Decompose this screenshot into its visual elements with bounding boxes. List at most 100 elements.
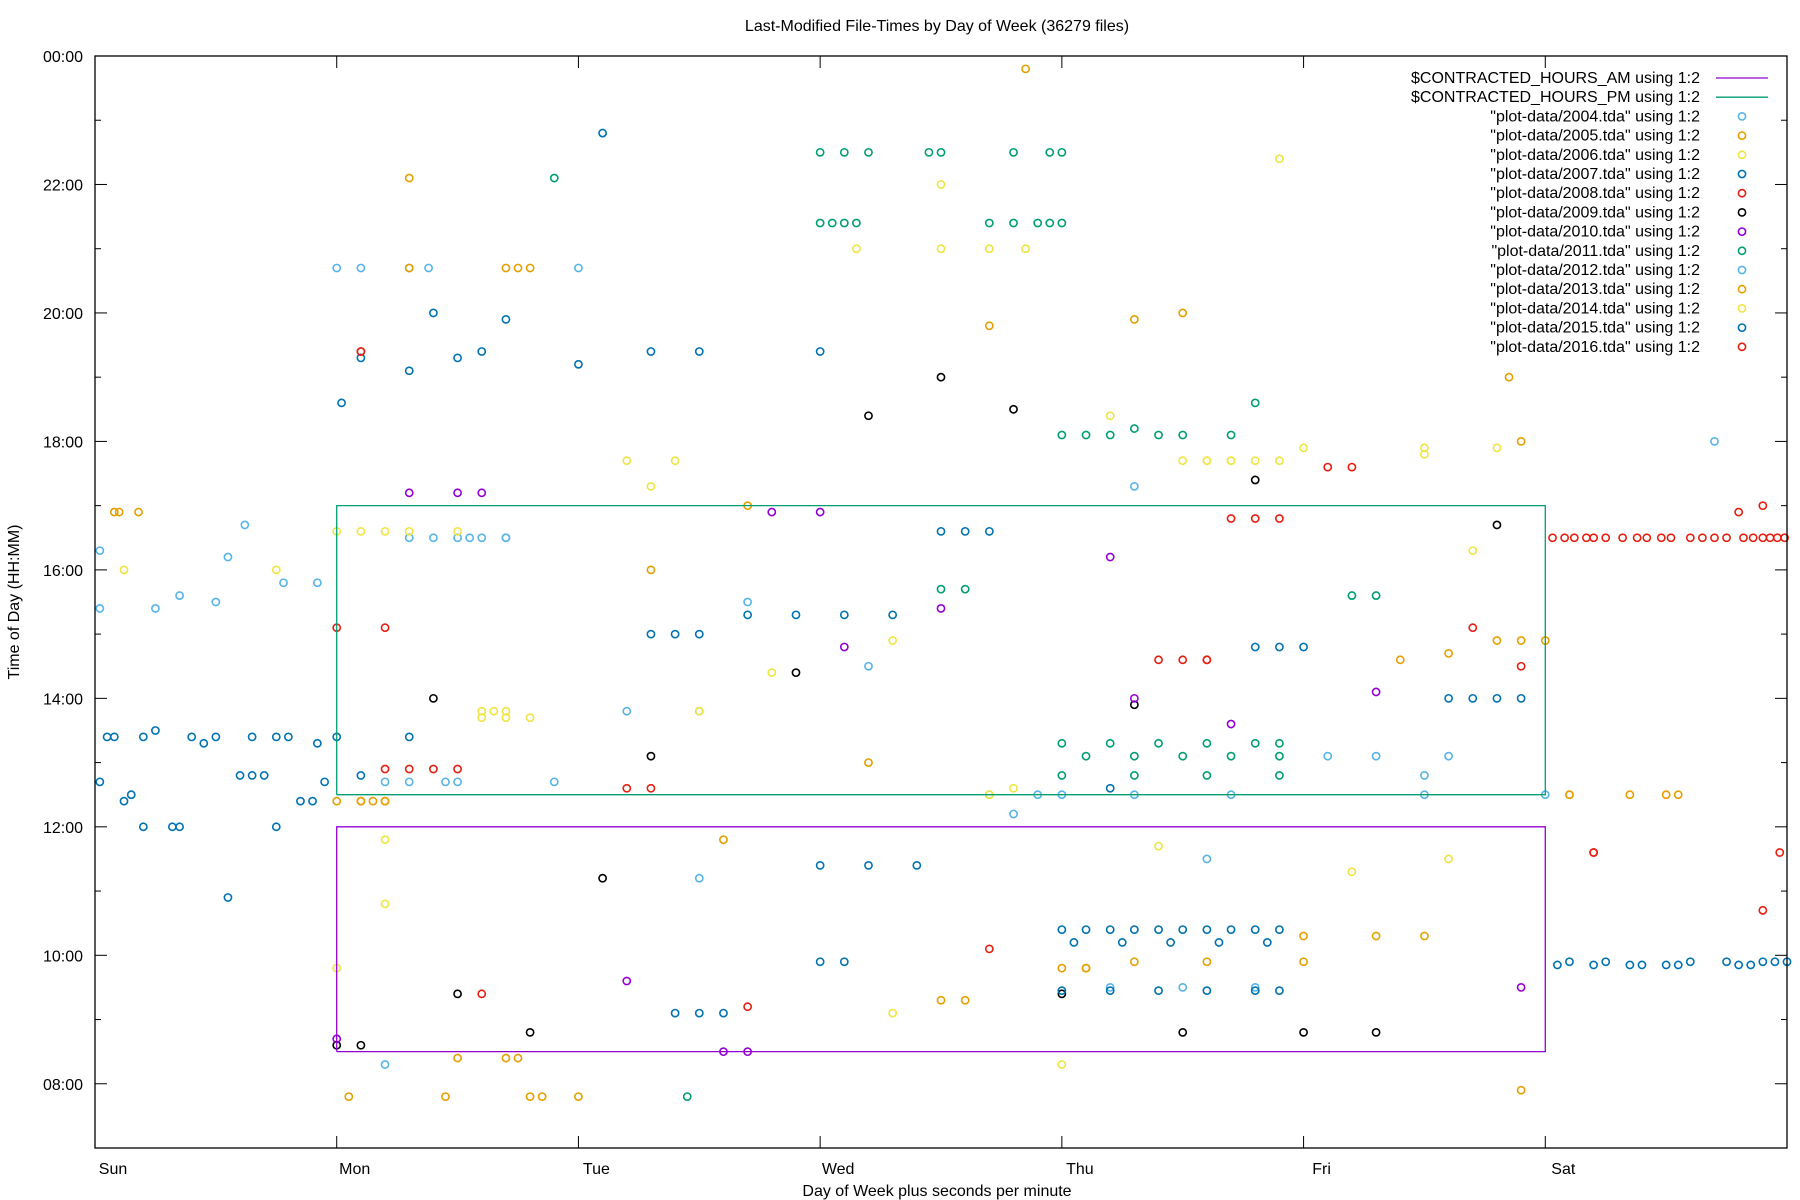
data-point [864, 860, 873, 870]
data-point [1275, 771, 1284, 780]
data-point [453, 777, 462, 787]
data-point [1057, 986, 1067, 996]
data-point [247, 732, 257, 742]
data-point [1371, 751, 1381, 761]
data-point [1045, 147, 1055, 157]
data-point [1275, 738, 1284, 748]
data-point [1250, 514, 1260, 523]
data-point [1371, 591, 1381, 600]
data-point [1780, 533, 1789, 543]
data-point [1275, 751, 1284, 761]
data-point [694, 873, 704, 883]
data-point [670, 456, 680, 466]
data-point [1656, 533, 1666, 543]
data-point [1492, 693, 1502, 703]
data-point [404, 263, 414, 273]
data-point [864, 661, 873, 671]
x-axis-label: Day of Week plus seconds per minute [802, 1183, 1071, 1200]
data-point [1632, 533, 1642, 543]
data-point [1516, 437, 1526, 446]
data-point [670, 1008, 680, 1018]
data-point [175, 591, 184, 600]
data-point [1560, 533, 1570, 543]
data-point [1516, 693, 1526, 703]
data-point [1129, 424, 1139, 433]
legend-label: "plot-data/2015.tda" using 1:2 [1490, 320, 1700, 337]
data-point [1202, 925, 1212, 934]
data-point [574, 1092, 583, 1102]
data-point [888, 636, 898, 645]
data-point [1722, 957, 1731, 967]
legend-point-sample [1737, 150, 1747, 160]
data-point [694, 706, 704, 716]
data-point [1516, 1085, 1526, 1095]
data-point [1516, 636, 1526, 645]
legend-point-sample [1737, 188, 1747, 198]
data-point [428, 764, 438, 774]
data-point [1154, 655, 1163, 665]
data-point [1154, 841, 1163, 851]
data-point [1552, 960, 1562, 970]
data-point [1625, 790, 1635, 800]
data-point [1226, 514, 1236, 523]
data-point [1021, 244, 1030, 254]
legend-label: "plot-data/2004.tda" using 1:2 [1490, 108, 1700, 125]
data-point [1105, 411, 1115, 421]
legend-label: "plot-data/2014.tda" using 1:2 [1490, 300, 1700, 317]
data-point [791, 668, 801, 678]
data-point [1033, 218, 1043, 228]
y-tick-label: 20:00 [43, 306, 83, 323]
data-point [1748, 533, 1758, 543]
x-tick-label: Tue [583, 1161, 610, 1178]
data-point [138, 822, 148, 832]
data-point [1775, 848, 1785, 857]
data-point [646, 783, 656, 793]
data-point [815, 860, 825, 870]
legend-point-sample [1737, 303, 1747, 313]
data-point [1299, 443, 1308, 453]
x-tick-label: Mon [339, 1161, 370, 1178]
data-point [815, 347, 825, 356]
data-point [428, 308, 438, 318]
data-point [1492, 520, 1502, 530]
data-point [441, 1092, 450, 1102]
legend-point-sample [1737, 169, 1747, 179]
data-point [1057, 771, 1067, 780]
data-point [1625, 960, 1635, 970]
data-point [1202, 854, 1212, 864]
data-point [453, 1053, 462, 1063]
data-point [1569, 533, 1579, 543]
data-point [1129, 693, 1139, 703]
data-point [1250, 986, 1260, 996]
data-point [1129, 314, 1139, 324]
data-point [513, 1053, 523, 1063]
legend-label: "plot-data/2008.tda" using 1:2 [1490, 185, 1700, 202]
data-point [1666, 533, 1676, 543]
data-point [1057, 963, 1067, 973]
data-point [1516, 983, 1526, 992]
y-tick-label: 22:00 [43, 177, 83, 194]
data-point [549, 173, 559, 183]
data-point [114, 507, 124, 517]
data-point [404, 732, 414, 742]
data-point [223, 893, 233, 902]
data-point [1105, 430, 1115, 440]
data-point [1299, 1027, 1308, 1037]
data-point [109, 507, 119, 517]
data-point [95, 546, 105, 556]
legend-label: "plot-data/2009.tda" using 1:2 [1490, 204, 1700, 221]
data-point [404, 526, 414, 536]
legend-point-sample [1737, 207, 1747, 217]
data-point [1347, 867, 1357, 877]
data-point [1154, 738, 1163, 748]
data-point [1468, 546, 1478, 556]
data-point [1178, 751, 1188, 761]
data-point [767, 668, 777, 678]
data-point [271, 732, 281, 742]
data-point [380, 835, 390, 845]
data-point [368, 796, 378, 806]
y-tick-label: 10:00 [43, 948, 83, 965]
data-point [1581, 533, 1591, 543]
data-point [1009, 404, 1018, 414]
data-point [240, 520, 250, 530]
